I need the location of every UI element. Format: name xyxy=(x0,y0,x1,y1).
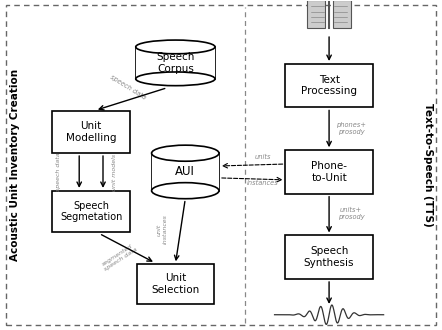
Text: Speech
Corpus: Speech Corpus xyxy=(156,52,194,74)
Text: instances: instances xyxy=(247,180,278,186)
Ellipse shape xyxy=(136,40,215,54)
Bar xyxy=(53,191,130,232)
Text: segmented
speech data: segmented speech data xyxy=(100,242,138,272)
Text: phones+
prosody: phones+ prosody xyxy=(336,122,366,135)
Bar xyxy=(286,235,373,279)
Text: speech data: speech data xyxy=(56,153,61,191)
Text: Speech
Synthesis: Speech Synthesis xyxy=(304,247,354,268)
Bar xyxy=(286,64,373,108)
Text: unit models: unit models xyxy=(112,153,118,190)
Ellipse shape xyxy=(152,145,219,161)
Polygon shape xyxy=(307,0,325,28)
Text: Speech
Segmetation: Speech Segmetation xyxy=(60,201,122,222)
Text: speech data: speech data xyxy=(109,74,147,101)
Ellipse shape xyxy=(136,72,215,86)
Text: units+
prosody: units+ prosody xyxy=(338,207,364,220)
Text: Phone-
to-Unit: Phone- to-Unit xyxy=(311,161,347,183)
Bar xyxy=(53,112,130,153)
Bar xyxy=(137,264,214,304)
Text: Acoustic Unit Inventory Creation: Acoustic Unit Inventory Creation xyxy=(10,69,20,261)
Text: units: units xyxy=(255,154,271,160)
Text: Unit
Modelling: Unit Modelling xyxy=(66,121,116,143)
Bar xyxy=(136,47,215,79)
Text: unit
instances: unit instances xyxy=(157,214,168,245)
Text: AUI: AUI xyxy=(175,165,195,179)
Text: Text
Processing: Text Processing xyxy=(301,75,357,96)
Text: Text-to-Speech (TTS): Text-to-Speech (TTS) xyxy=(423,103,433,227)
Text: Unit
Selection: Unit Selection xyxy=(151,273,199,295)
Polygon shape xyxy=(333,0,351,28)
Bar xyxy=(286,150,373,194)
Bar xyxy=(152,153,219,191)
Ellipse shape xyxy=(152,182,219,199)
